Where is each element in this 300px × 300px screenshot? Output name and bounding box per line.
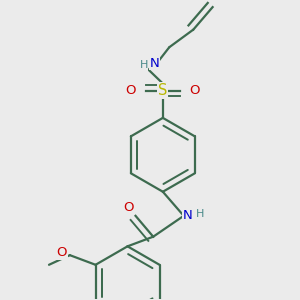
- Text: N: N: [149, 57, 159, 70]
- Text: N: N: [183, 209, 192, 222]
- Text: S: S: [158, 83, 167, 98]
- Text: O: O: [57, 246, 67, 259]
- Text: O: O: [190, 84, 200, 97]
- Text: H: H: [140, 60, 148, 70]
- Text: H: H: [196, 208, 205, 219]
- Text: O: O: [123, 201, 134, 214]
- Text: O: O: [125, 84, 136, 97]
